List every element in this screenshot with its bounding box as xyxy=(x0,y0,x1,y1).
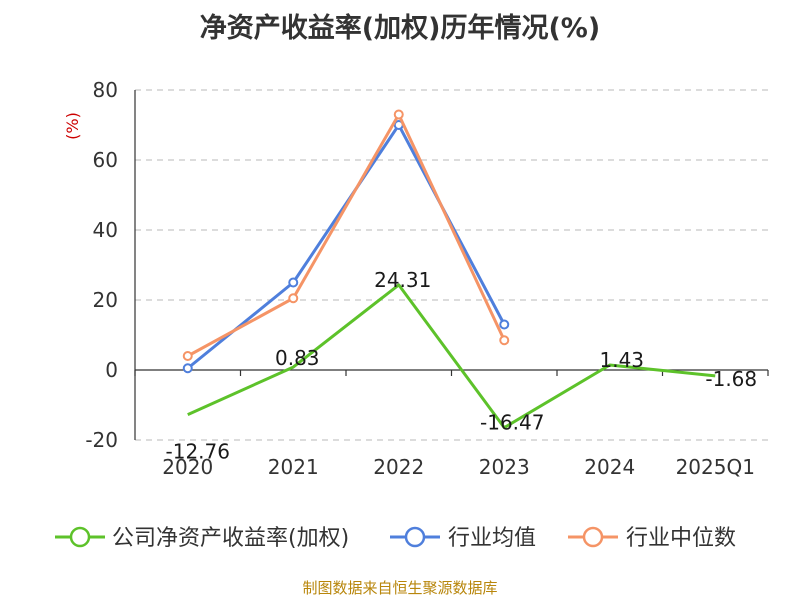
data-point xyxy=(288,293,299,304)
x-tick-label: 2025Q1 xyxy=(676,455,755,479)
legend-marker xyxy=(582,526,604,548)
data-point xyxy=(499,335,510,346)
chart-title: 净资产收益率(加权)历年情况(%) xyxy=(199,13,601,44)
legend-marker xyxy=(69,526,91,548)
y-tick-label: 20 xyxy=(93,288,118,312)
legend-label: 行业中位数 xyxy=(626,526,736,551)
x-tick-label: 2024 xyxy=(584,455,635,479)
legend-label: 行业均值 xyxy=(448,526,536,551)
x-tick-label: 2021 xyxy=(268,455,319,479)
series-line xyxy=(186,123,506,370)
y-tick-label: 40 xyxy=(93,218,118,242)
y-tick-label: 0 xyxy=(105,358,118,382)
legend-marker xyxy=(404,526,426,548)
data-point xyxy=(182,351,193,361)
x-tick-label: 2022 xyxy=(373,455,424,479)
y-axis-unit: (%) xyxy=(63,112,82,140)
data-label: 1.43 xyxy=(599,348,644,372)
data-label: -12.76 xyxy=(166,440,230,464)
data-point xyxy=(499,319,510,330)
data-label: -16.47 xyxy=(480,411,544,435)
y-tick-label: 80 xyxy=(93,78,118,102)
y-tick-label: -20 xyxy=(85,428,118,452)
x-tick-label: 2023 xyxy=(479,455,530,479)
y-tick-label: 60 xyxy=(93,148,118,172)
data-point xyxy=(393,109,404,120)
series-line xyxy=(187,113,506,358)
data-label: 24.31 xyxy=(374,268,431,292)
data-point xyxy=(182,363,193,374)
data-source-note: 制图数据来自恒生聚源数据库 xyxy=(302,579,498,597)
data-label: 0.83 xyxy=(275,346,320,370)
series-line xyxy=(187,283,716,430)
data-point xyxy=(288,277,299,288)
legend-label: 公司净资产收益率(加权) xyxy=(112,526,349,551)
data-label: -1.68 xyxy=(705,367,757,391)
x-tick-label: 2020 xyxy=(162,455,213,479)
